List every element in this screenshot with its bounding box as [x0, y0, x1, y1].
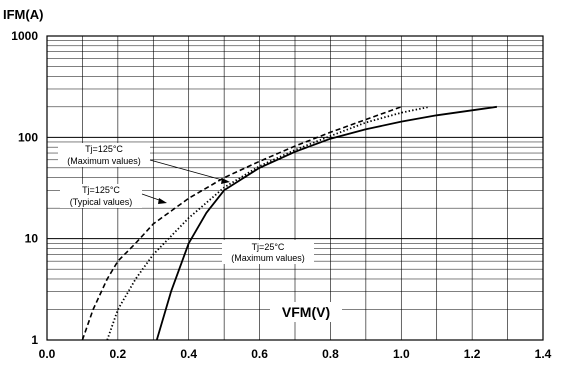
series-curve-solid: [155, 105, 498, 341]
y-tick-label: 100: [18, 130, 38, 144]
x-tick-label: 0.6: [251, 347, 268, 361]
series-group: [81, 105, 498, 341]
x-axis-title-group: VFM(V): [270, 302, 342, 322]
y-tick-label: 10: [25, 232, 39, 246]
annotation-max-125-leader: [149, 159, 227, 182]
annotation-max-25-line1: Tj=25°C: [252, 242, 285, 252]
annotation-typ-125-line1: Tj=125°C: [82, 185, 120, 195]
x-tick-label: 0.8: [322, 347, 339, 361]
plot-frame: [46, 35, 544, 341]
annotation-max-25-line2: (Maximum values): [231, 253, 305, 263]
annotation-max-125-arrowhead: [221, 178, 230, 184]
annotation-typ-125-leader: [141, 193, 163, 202]
series-curve-dotted: [106, 105, 430, 341]
annotation-max-25: Tj=25°C (Maximum values): [222, 240, 314, 264]
x-axis-title: VFM(V): [282, 304, 330, 320]
y-axis-title: IFM(A): [3, 7, 43, 22]
annotation-max-125-line1: Tj=125°C: [85, 144, 123, 154]
y-tick-labels: 1 10 100 1000: [11, 29, 38, 347]
x-tick-label: 1.0: [393, 347, 410, 361]
annotation-max-125: Tj=125°C (Maximum values): [58, 143, 230, 184]
x-tick-label: 0.0: [39, 347, 56, 361]
y-tick-label: 1: [31, 333, 38, 347]
y-tick-label: 1000: [11, 29, 38, 43]
x-tick-label: 1.2: [464, 347, 481, 361]
annotation-typ-125-arrowhead: [158, 198, 167, 204]
x-tick-labels: 0.0 0.2 0.4 0.6 0.8 1.0 1.2 1.4: [39, 347, 552, 361]
annotation-typ-125-line2: (Typical values): [70, 197, 133, 207]
annotation-typ-125: Tj=125°C (Typical values): [60, 184, 167, 208]
x-tick-label: 0.4: [180, 347, 197, 361]
series-curve-dashed: [81, 106, 402, 341]
annotation-max-125-line2: (Maximum values): [67, 156, 141, 166]
x-tick-label: 0.2: [110, 347, 127, 361]
x-tick-label: 1.4: [535, 347, 552, 361]
